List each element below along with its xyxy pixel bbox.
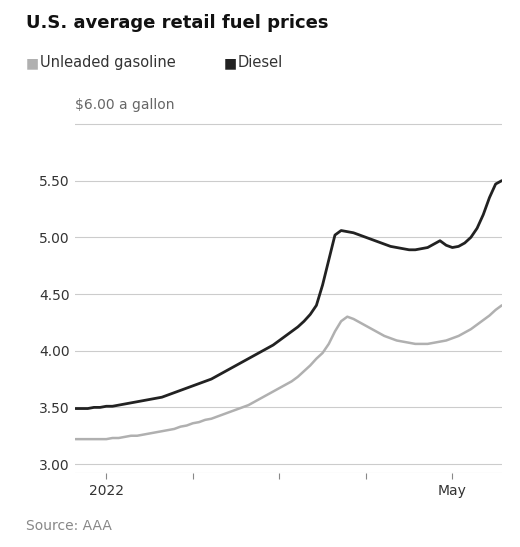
Text: ■: ■ <box>26 56 39 70</box>
Text: $6.00 a gallon: $6.00 a gallon <box>75 98 175 112</box>
Text: Unleaded gasoline: Unleaded gasoline <box>40 55 176 71</box>
Text: ■: ■ <box>224 56 237 70</box>
Text: U.S. average retail fuel prices: U.S. average retail fuel prices <box>26 14 329 32</box>
Text: Diesel: Diesel <box>238 55 283 71</box>
Text: Source: AAA: Source: AAA <box>26 519 112 533</box>
